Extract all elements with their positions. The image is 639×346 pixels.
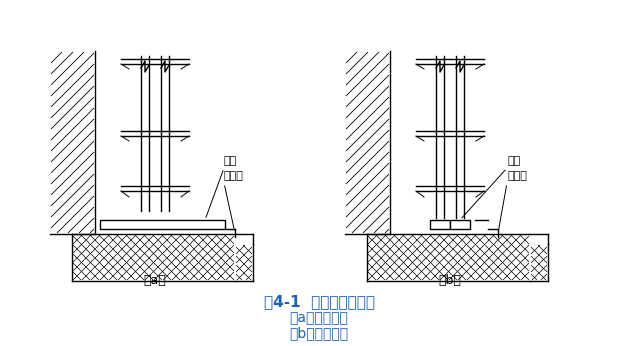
Text: 排水沟: 排水沟	[224, 171, 244, 181]
Bar	[345, 51, 390, 234]
Text: 排水沟: 排水沟	[507, 171, 527, 181]
Bar	[50, 51, 95, 234]
Text: 垫木: 垫木	[224, 156, 237, 166]
Text: 图4-1  普通脚手架基底: 图4-1 普通脚手架基底	[263, 294, 374, 310]
Bar	[430, 220, 450, 229]
Text: （b）: （b）	[438, 274, 461, 288]
Bar	[235, 244, 253, 281]
Bar	[530, 244, 548, 281]
Bar	[100, 220, 225, 229]
Bar	[72, 234, 235, 281]
Text: 垫木: 垫木	[507, 156, 520, 166]
Bar	[367, 234, 530, 281]
Text: （b）顺铺垫板: （b）顺铺垫板	[289, 326, 348, 340]
Text: （a）横铺垫板: （a）横铺垫板	[289, 311, 348, 325]
Bar	[450, 220, 470, 229]
Text: （a）: （a）	[144, 274, 166, 288]
